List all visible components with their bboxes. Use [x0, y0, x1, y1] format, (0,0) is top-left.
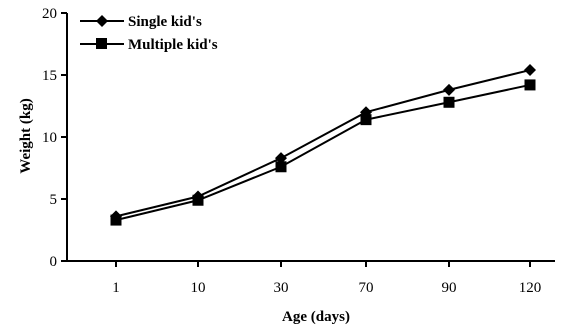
data-point-square — [275, 161, 287, 173]
data-point-diamond — [443, 83, 455, 96]
series-line-single — [115, 69, 531, 218]
x-tick-label: 30 — [274, 280, 289, 296]
x-ticks: 1 10 30 70 90 120 — [112, 261, 541, 296]
y-tick-label: 0 — [50, 254, 58, 270]
x-axis-title: Age (days) — [282, 309, 350, 325]
data-point-square — [443, 96, 455, 108]
series-line-multiple — [115, 83, 531, 222]
legend-square-marker — [96, 38, 107, 49]
y-tick-label: 15 — [42, 68, 57, 84]
series-multiple — [110, 79, 536, 226]
data-point-square — [524, 79, 536, 91]
data-point-square — [360, 114, 372, 126]
data-point-square — [110, 214, 122, 226]
data-point-diamond — [275, 152, 287, 165]
legend-label-single: Single kid's — [128, 14, 202, 30]
y-tick-label: 10 — [42, 130, 57, 146]
legend-item-multiple: Multiple kid's — [80, 37, 218, 53]
x-tick-label: 90 — [442, 280, 457, 296]
data-point-diamond — [524, 64, 536, 77]
y-ticks: 0 5 10 15 20 — [42, 6, 67, 270]
series-layer — [110, 64, 536, 226]
plot-area: 0 5 10 15 20 1 10 30 70 90 120 — [42, 6, 555, 296]
x-tick-label: 1 — [112, 280, 120, 296]
x-tick-label: 70 — [359, 280, 374, 296]
legend: Single kid's Multiple kid's — [80, 14, 218, 53]
legend-label-multiple: Multiple kid's — [128, 37, 218, 53]
legend-diamond-marker — [96, 15, 108, 27]
legend-item-single: Single kid's — [80, 14, 202, 30]
data-point-square — [192, 194, 204, 206]
x-tick-label: 120 — [519, 280, 542, 296]
y-tick-label: 20 — [42, 6, 57, 22]
y-tick-label: 5 — [50, 192, 58, 208]
x-tick-label: 10 — [191, 280, 206, 296]
y-axis-title: Weight (kg) — [18, 98, 34, 173]
